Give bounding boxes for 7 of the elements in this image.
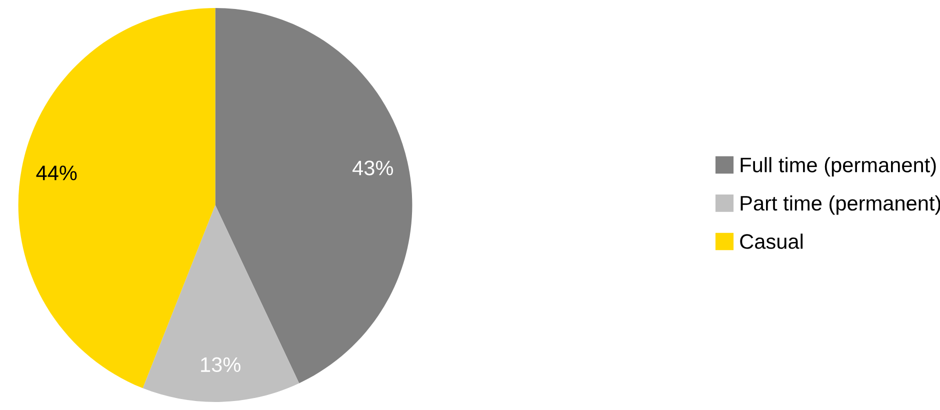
legend-label: Full time (permanent) [740,157,936,176]
legend-label: Part time (permanent) [740,195,940,215]
data-label: 43% [352,160,393,176]
pie-slice [142,205,300,402]
data-label: 44% [36,166,77,180]
data-label: 13% [201,357,240,372]
legend-label: Casual [740,234,803,249]
